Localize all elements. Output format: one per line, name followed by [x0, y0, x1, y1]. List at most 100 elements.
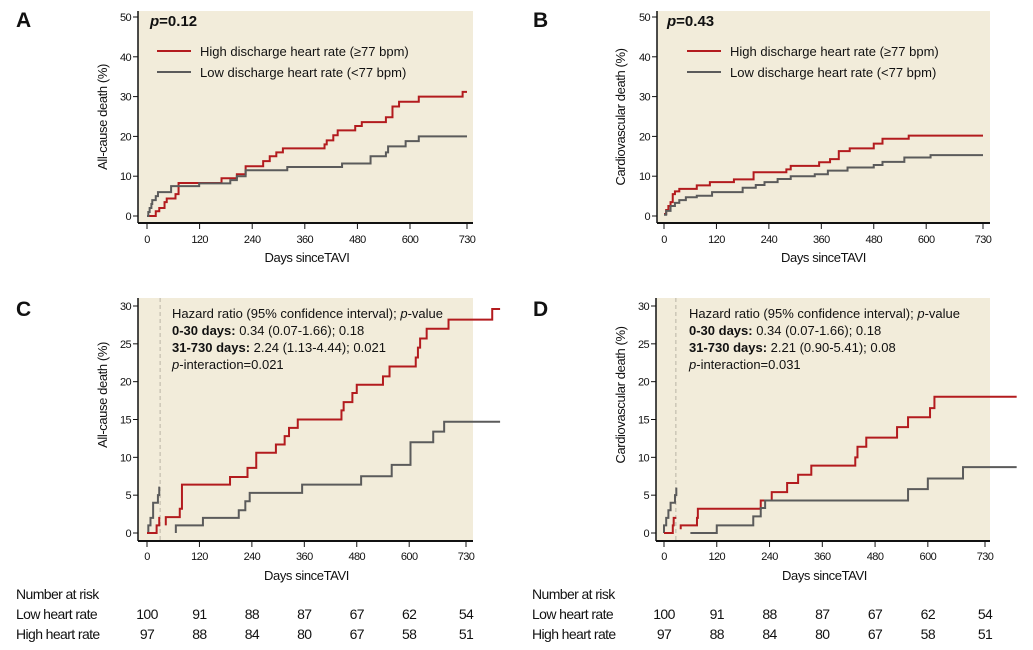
- x-tick-label: 120: [191, 551, 208, 563]
- y-tick-label: 10: [638, 452, 650, 464]
- risk-value: 100: [136, 606, 158, 622]
- risk-value: 80: [297, 626, 312, 642]
- x-tick-label: 120: [708, 234, 725, 246]
- risk-value: 84: [762, 626, 777, 642]
- x-tick-label: 730: [977, 551, 994, 563]
- x-tick-label: 240: [244, 551, 261, 563]
- p-symbol: p: [666, 13, 676, 30]
- y-tick-label: 10: [639, 171, 651, 183]
- annotation-line: Hazard ratio (95% confidence interval); …: [689, 306, 960, 321]
- y-tick-label: 25: [120, 339, 132, 351]
- y-tick-label: 20: [639, 131, 651, 143]
- y-tick-label: 20: [120, 377, 132, 389]
- legend-label-high: High discharge heart rate (≥77 bpm): [200, 44, 409, 59]
- y-tick-label: 30: [639, 92, 651, 104]
- risk-table-title: Number at risk: [532, 586, 616, 602]
- panel-letter: D: [533, 298, 548, 321]
- risk-value: 58: [921, 626, 936, 642]
- risk-value: 87: [815, 606, 830, 622]
- x-tick-label: 0: [144, 551, 150, 563]
- p-value: p=0.43: [666, 13, 714, 30]
- annotation-part: 0-30 days:: [172, 323, 236, 338]
- annotation-line: p-interaction=0.021: [171, 357, 284, 372]
- x-tick-label: 730: [975, 234, 992, 246]
- annotation-part: p: [399, 306, 407, 321]
- km-curve-low: [147, 135, 467, 217]
- annotation-part: 0.34 (0.07-1.66); 0.18: [236, 323, 365, 338]
- risk-row-label: High heart rate: [532, 626, 616, 642]
- y-tick-label: 30: [120, 92, 132, 104]
- y-tick-label: 50: [639, 12, 651, 24]
- p-value-number: =0.43: [676, 13, 714, 30]
- x-axis-label: Days sinceTAVI: [264, 568, 349, 583]
- plot-background: [138, 11, 473, 223]
- panel-letter: B: [533, 9, 548, 32]
- panel-letter: A: [16, 9, 31, 32]
- annotation-part: -interaction=0.021: [179, 357, 283, 372]
- x-tick-label: 480: [867, 551, 884, 563]
- annotation-part: 2.24 (1.13-4.44); 0.021: [250, 340, 386, 355]
- x-tick-label: 360: [813, 234, 830, 246]
- annotation-line: 0-30 days: 0.34 (0.07-1.66); 0.18: [689, 323, 881, 338]
- km-curve-low: [663, 487, 678, 533]
- x-tick-label: 600: [920, 551, 937, 563]
- risk-value: 67: [868, 606, 883, 622]
- annotation-part: 0-30 days:: [689, 323, 753, 338]
- risk-value: 87: [297, 606, 312, 622]
- panel-a: A 0 10 20 30 40 50 0 120 240 360 480 600 730 Days sinc…: [16, 9, 476, 265]
- km-curve-low: [174, 420, 501, 533]
- y-tick-label: 10: [120, 452, 132, 464]
- km-curve-high: [679, 395, 1017, 530]
- risk-table-left: Number at risk Low heart rate 100 91 88 87 67 6…: [16, 586, 475, 642]
- risk-value: 88: [710, 626, 725, 642]
- y-tick-label: 0: [125, 528, 131, 540]
- annotation-part: Hazard ratio (95% confidence interval);: [689, 306, 917, 321]
- km-curve-high: [664, 516, 677, 534]
- annotation-part: -value: [408, 306, 443, 321]
- risk-value: 97: [140, 626, 155, 642]
- panel-c: C 0 5 10 15 20 25 30 0 120 240 360 480 600 730 Days sin…: [16, 298, 501, 583]
- y-tick-label: 10: [120, 171, 132, 183]
- y-tick-label: 20: [638, 377, 650, 389]
- y-tick-label: 30: [638, 301, 650, 313]
- risk-value: 67: [350, 626, 365, 642]
- annotation-line: 0-30 days: 0.34 (0.07-1.66); 0.18: [172, 323, 364, 338]
- risk-value: 91: [710, 606, 725, 622]
- km-curve-high: [147, 516, 161, 534]
- annotation-part: 31-730 days:: [172, 340, 250, 355]
- x-tick-label: 730: [459, 234, 476, 246]
- risk-row-label: Low heart rate: [532, 606, 614, 622]
- annotation-part: 0.34 (0.07-1.66); 0.18: [753, 323, 882, 338]
- x-axis-label: Days sinceTAVI: [782, 568, 867, 583]
- risk-value: 97: [657, 626, 672, 642]
- x-tick-label: 240: [761, 234, 778, 246]
- km-curve-low: [147, 486, 161, 534]
- annotation-line: p-interaction=0.031: [688, 357, 801, 372]
- risk-value: 91: [192, 606, 207, 622]
- risk-value: 88: [192, 626, 207, 642]
- y-tick-label: 0: [644, 211, 650, 223]
- y-tick-label: 30: [120, 301, 132, 313]
- risk-value: 54: [978, 606, 993, 622]
- annotation-line: 31-730 days: 2.24 (1.13-4.44); 0.021: [172, 340, 386, 355]
- risk-value: 51: [459, 626, 474, 642]
- x-tick-label: 600: [401, 551, 418, 563]
- x-tick-label: 360: [814, 551, 831, 563]
- annotation-part: p: [171, 357, 179, 372]
- annotation-part: p: [916, 306, 924, 321]
- risk-value: 62: [402, 606, 417, 622]
- risk-row-label: High heart rate: [16, 626, 100, 642]
- y-tick-label: 5: [643, 490, 649, 502]
- risk-value: 100: [653, 606, 675, 622]
- y-tick-label: 15: [120, 415, 132, 427]
- legend-label-high: High discharge heart rate (≥77 bpm): [730, 44, 939, 59]
- y-tick-label: 40: [120, 52, 132, 64]
- p-value-number: =0.12: [159, 13, 197, 30]
- x-tick-label: 480: [865, 234, 882, 246]
- legend-label-low: Low discharge heart rate (<77 bpm): [200, 65, 406, 80]
- x-tick-label: 120: [708, 551, 725, 563]
- annotation-part: Hazard ratio (95% confidence interval);: [172, 306, 400, 321]
- plot-background: [657, 11, 990, 223]
- annotation-line: 31-730 days: 2.21 (0.90-5.41); 0.08: [689, 340, 896, 355]
